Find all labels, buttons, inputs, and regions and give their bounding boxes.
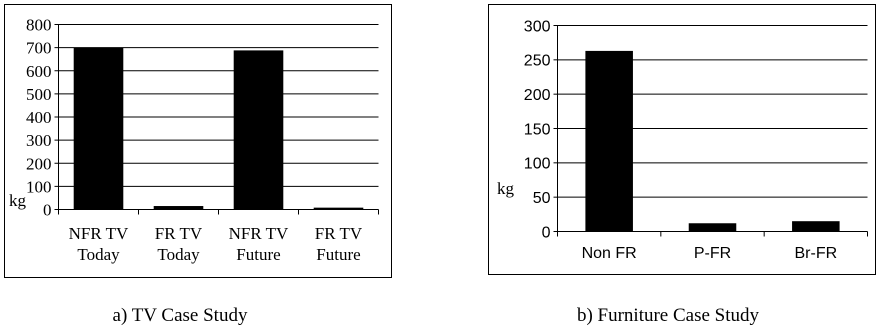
bar (688, 223, 737, 232)
chart-frame (4, 4, 392, 278)
y-tick-label: 700 (26, 39, 52, 58)
bar (585, 50, 633, 232)
y-axis-label: kg (9, 191, 27, 210)
x-tick-label: FR TV (315, 224, 363, 243)
y-tick-label: 300 (524, 18, 551, 35)
y-tick-label: 50 (533, 190, 551, 207)
x-tick-label: NFR TV (229, 224, 289, 243)
y-tick-label: 500 (26, 85, 52, 104)
y-tick-label: 200 (26, 154, 52, 173)
chart-frame (488, 4, 876, 275)
y-tick-label: 0 (542, 224, 551, 241)
bar (233, 50, 284, 210)
bar (73, 47, 124, 210)
bar (792, 221, 840, 232)
y-tick-label: 800 (26, 16, 52, 35)
x-tick-label: Future (236, 245, 280, 264)
y-tick-label: 600 (26, 62, 52, 81)
chart-furniture-case-study: 0 50 100 150 200 250 300 kg Non FR P-FR Br-FR (488, 4, 876, 275)
y-tick-label: 400 (26, 108, 52, 127)
caption-tv: a) TV Case Study (113, 305, 248, 326)
y-tick-label: 250 (524, 53, 551, 70)
x-tick-label: FR TV (155, 224, 203, 243)
x-tick-label: Today (77, 245, 120, 264)
y-tick-label: 0 (43, 201, 52, 220)
y-tick-label: 200 (524, 87, 551, 104)
y-axis-label: kg (497, 179, 515, 198)
y-tick-label: 300 (26, 131, 52, 150)
x-tick-label: Today (157, 245, 200, 264)
x-tick-label: Non FR (582, 245, 637, 262)
x-tick-label: NFR TV (69, 224, 129, 243)
bar (313, 207, 364, 210)
chart-tv-case-study: 0 100 200 300 400 500 600 700 800 kg NFR TV Today FR… (4, 4, 392, 278)
bar (153, 206, 204, 210)
y-tick-label: 100 (26, 177, 52, 196)
x-tick-label: Br-FR (795, 245, 838, 262)
x-tick-label: Future (316, 245, 360, 264)
y-tick-label: 100 (524, 156, 551, 173)
y-tick-label: 150 (524, 121, 551, 138)
caption-furniture: b) Furniture Case Study (577, 305, 760, 326)
x-tick-label: P-FR (694, 245, 731, 262)
